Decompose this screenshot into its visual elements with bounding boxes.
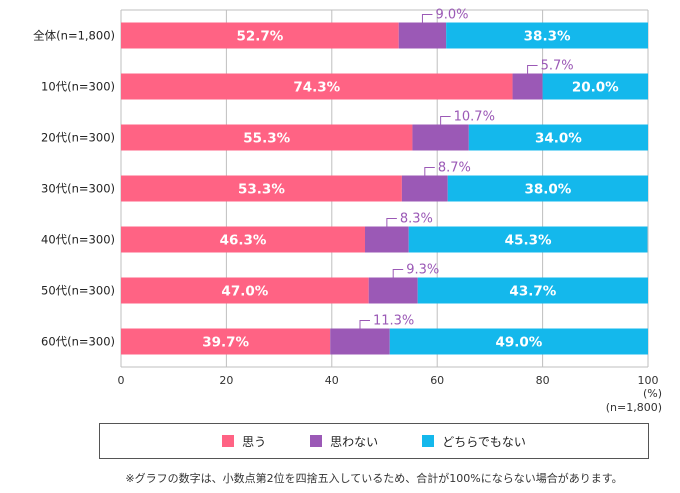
legend-item-disagree: 思わない bbox=[310, 433, 378, 450]
callout-line-4 bbox=[386, 218, 397, 227]
bar-0-6 bbox=[121, 328, 331, 355]
data-label-2-3: 38.0% bbox=[524, 182, 571, 198]
data-label-0-0: 52.7% bbox=[236, 29, 283, 45]
callout-line-6 bbox=[359, 320, 370, 329]
bar-0-3 bbox=[121, 175, 402, 202]
legend-label-disagree: 思わない bbox=[330, 434, 379, 449]
legend-item-neutral: どちらでもない bbox=[422, 433, 526, 450]
stacked-bar-chart: 0 20 40 60 80 100 全体(n=1,800) 52.7% 9.0% 38.3% 10代… bbox=[33, 8, 659, 388]
data-label-1-0: 9.0% bbox=[435, 8, 468, 23]
data-label-2-5: 43.7% bbox=[509, 284, 556, 300]
bar-1-2 bbox=[412, 124, 469, 151]
data-label-2-1: 20.0% bbox=[572, 80, 619, 96]
bar-0-1 bbox=[121, 73, 513, 100]
data-label-2-2: 34.0% bbox=[535, 131, 582, 147]
data-label-0-6: 39.7% bbox=[202, 335, 249, 351]
data-label-0-1: 74.3% bbox=[293, 80, 340, 96]
callout-line-3 bbox=[424, 167, 435, 176]
data-label-1-1: 5.7% bbox=[541, 59, 574, 74]
data-label-2-6: 49.0% bbox=[495, 335, 542, 351]
bar-1-1 bbox=[512, 73, 543, 100]
category-label-6: 60代(n=300) bbox=[41, 335, 115, 349]
callout-line-2 bbox=[440, 116, 451, 125]
x-tick-label-0: 0 bbox=[118, 374, 125, 387]
data-label-0-3: 53.3% bbox=[238, 182, 285, 198]
bar-1-4 bbox=[365, 226, 409, 253]
data-label-0-2: 55.3% bbox=[243, 131, 290, 147]
bar-2-6 bbox=[389, 328, 648, 355]
bar-2-0 bbox=[446, 22, 648, 49]
bar-1-6 bbox=[330, 328, 390, 355]
legend: 思う 思わない どちらでもない bbox=[99, 423, 649, 459]
total-n-label: (n=1,800) bbox=[605, 401, 662, 414]
x-tick-label-1: 20 bbox=[219, 374, 233, 387]
x-tick-label-3: 60 bbox=[430, 374, 444, 387]
unit-label: (%) bbox=[642, 387, 662, 400]
bar-0-0 bbox=[121, 22, 399, 49]
data-label-1-3: 8.7% bbox=[438, 161, 471, 176]
bar-2-4 bbox=[408, 226, 648, 253]
legend-label-neutral: どちらでもない bbox=[442, 434, 526, 449]
bar-2-2 bbox=[468, 124, 648, 151]
bar-0-5 bbox=[121, 277, 369, 304]
bar-0-2 bbox=[121, 124, 413, 151]
bar-2-5 bbox=[417, 277, 648, 304]
data-label-0-5: 47.0% bbox=[221, 284, 268, 300]
data-label-0-4: 46.3% bbox=[220, 233, 267, 249]
data-label-2-0: 38.3% bbox=[524, 29, 571, 45]
bar-1-0 bbox=[398, 22, 447, 49]
legend-swatch-neutral bbox=[422, 435, 435, 447]
category-label-1: 10代(n=300) bbox=[41, 80, 115, 94]
callout-line-1 bbox=[527, 65, 538, 74]
x-tick-label-2: 40 bbox=[325, 374, 339, 387]
bar-2-1 bbox=[542, 73, 648, 100]
data-label-1-5: 9.3% bbox=[406, 263, 439, 278]
callout-line-0 bbox=[421, 14, 433, 23]
data-label-1-2: 10.7% bbox=[454, 110, 495, 125]
data-label-2-4: 45.3% bbox=[505, 233, 552, 249]
legend-item-agree: 思う bbox=[222, 433, 266, 450]
bar-0-4 bbox=[121, 226, 366, 253]
footnote: ※グラフの数字は、小数点第2位を四捨五入しているため、合計が100%にならない場… bbox=[125, 472, 623, 485]
bar-2-3 bbox=[447, 175, 648, 202]
legend-swatch-agree bbox=[222, 435, 235, 447]
x-tick-label-4: 80 bbox=[536, 374, 550, 387]
legend-label-agree: 思う bbox=[242, 434, 267, 449]
category-label-0: 全体(n=1,800) bbox=[33, 29, 115, 43]
callout-line-5 bbox=[392, 269, 404, 278]
data-label-1-6: 11.3% bbox=[373, 314, 414, 329]
bar-1-5 bbox=[368, 277, 418, 304]
legend-swatch-disagree bbox=[310, 435, 323, 447]
data-label-1-4: 8.3% bbox=[400, 212, 433, 227]
bar-1-3 bbox=[401, 175, 448, 202]
category-label-5: 50代(n=300) bbox=[41, 284, 115, 298]
category-label-4: 40代(n=300) bbox=[41, 233, 115, 247]
category-label-2: 20代(n=300) bbox=[41, 131, 115, 145]
x-tick-label-5: 100 bbox=[638, 374, 659, 387]
category-label-3: 30代(n=300) bbox=[41, 182, 115, 196]
